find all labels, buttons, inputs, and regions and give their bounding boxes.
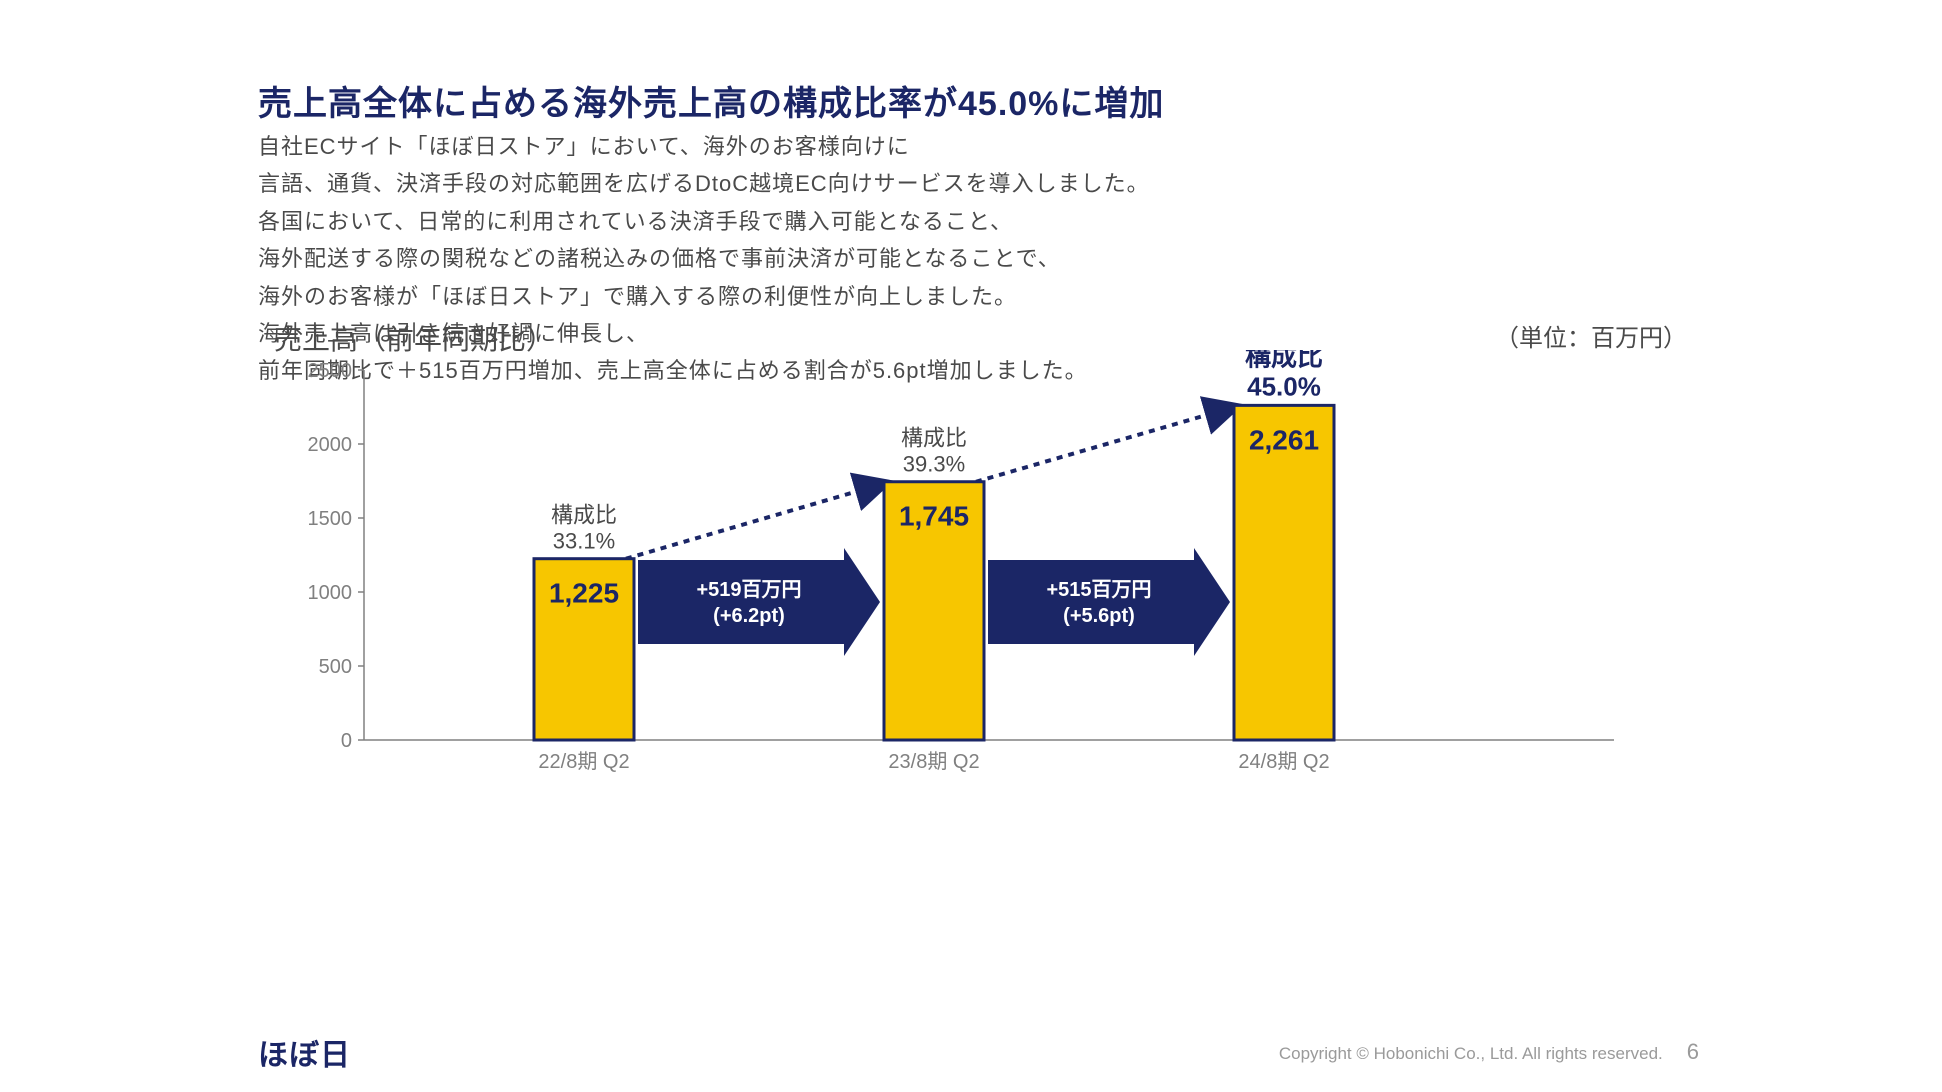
svg-text:構成比: 構成比 [1245, 350, 1323, 371]
svg-text:0: 0 [341, 730, 352, 752]
body-line: 言語、通貨、決済手段の対応範囲を広げるDtoC越境EC向けサービスを導入しました… [258, 165, 1658, 202]
svg-text:2000: 2000 [308, 434, 353, 456]
svg-text:23/8期 Q2: 23/8期 Q2 [888, 751, 979, 773]
svg-text:構成比: 構成比 [901, 426, 967, 451]
svg-text:2500: 2500 [308, 360, 353, 382]
logo: ほぼ日 [258, 1030, 351, 1074]
slide: 売上高全体に占める海外売上高の構成比率が45.0%に増加 自社ECサイト「ほぼ日… [194, 0, 1747, 1092]
svg-text:39.3%: 39.3% [903, 452, 965, 477]
svg-text:24/8期 Q2: 24/8期 Q2 [1238, 751, 1329, 773]
slide-title: 売上高全体に占める海外売上高の構成比率が45.0%に増加 [258, 76, 1164, 125]
svg-text:2,261: 2,261 [1249, 424, 1319, 455]
footer: ほぼ日 Copyright © Hobonichi Co., Ltd. All … [194, 1030, 1747, 1074]
body-line: 自社ECサイト「ほぼ日ストア」において、海外のお客様向けに [258, 128, 1658, 165]
body-line: 海外配送する際の関税などの諸税込みの価格で事前決済が可能となることで、 [258, 240, 1658, 277]
svg-text:500: 500 [319, 656, 352, 678]
unit-label: （単位：百万円） [1495, 318, 1687, 353]
bar-chart: 050010001500200025001,22522/8期 Q2構成比33.1… [294, 350, 1644, 750]
svg-text:構成比: 構成比 [551, 503, 617, 528]
svg-text:+515百万円: +515百万円 [1046, 579, 1151, 601]
body-line: 各国において、日常的に利用されている決済手段で購入可能となること、 [258, 203, 1658, 240]
body-line: 海外のお客様が「ほぼ日ストア」で購入する際の利便性が向上しました。 [258, 278, 1658, 315]
svg-text:22/8期 Q2: 22/8期 Q2 [538, 751, 629, 773]
svg-text:45.0%: 45.0% [1247, 371, 1321, 401]
svg-text:1,745: 1,745 [899, 501, 969, 532]
svg-text:1,225: 1,225 [549, 578, 619, 609]
copyright: Copyright © Hobonichi Co., Ltd. All righ… [1279, 1044, 1663, 1064]
svg-text:(+6.2pt): (+6.2pt) [713, 605, 785, 627]
svg-text:1000: 1000 [308, 582, 353, 604]
page-number: 6 [1687, 1039, 1699, 1065]
svg-text:+519百万円: +519百万円 [696, 579, 801, 601]
svg-text:1500: 1500 [308, 508, 353, 530]
svg-text:(+5.6pt): (+5.6pt) [1063, 605, 1135, 627]
svg-text:33.1%: 33.1% [553, 529, 615, 554]
